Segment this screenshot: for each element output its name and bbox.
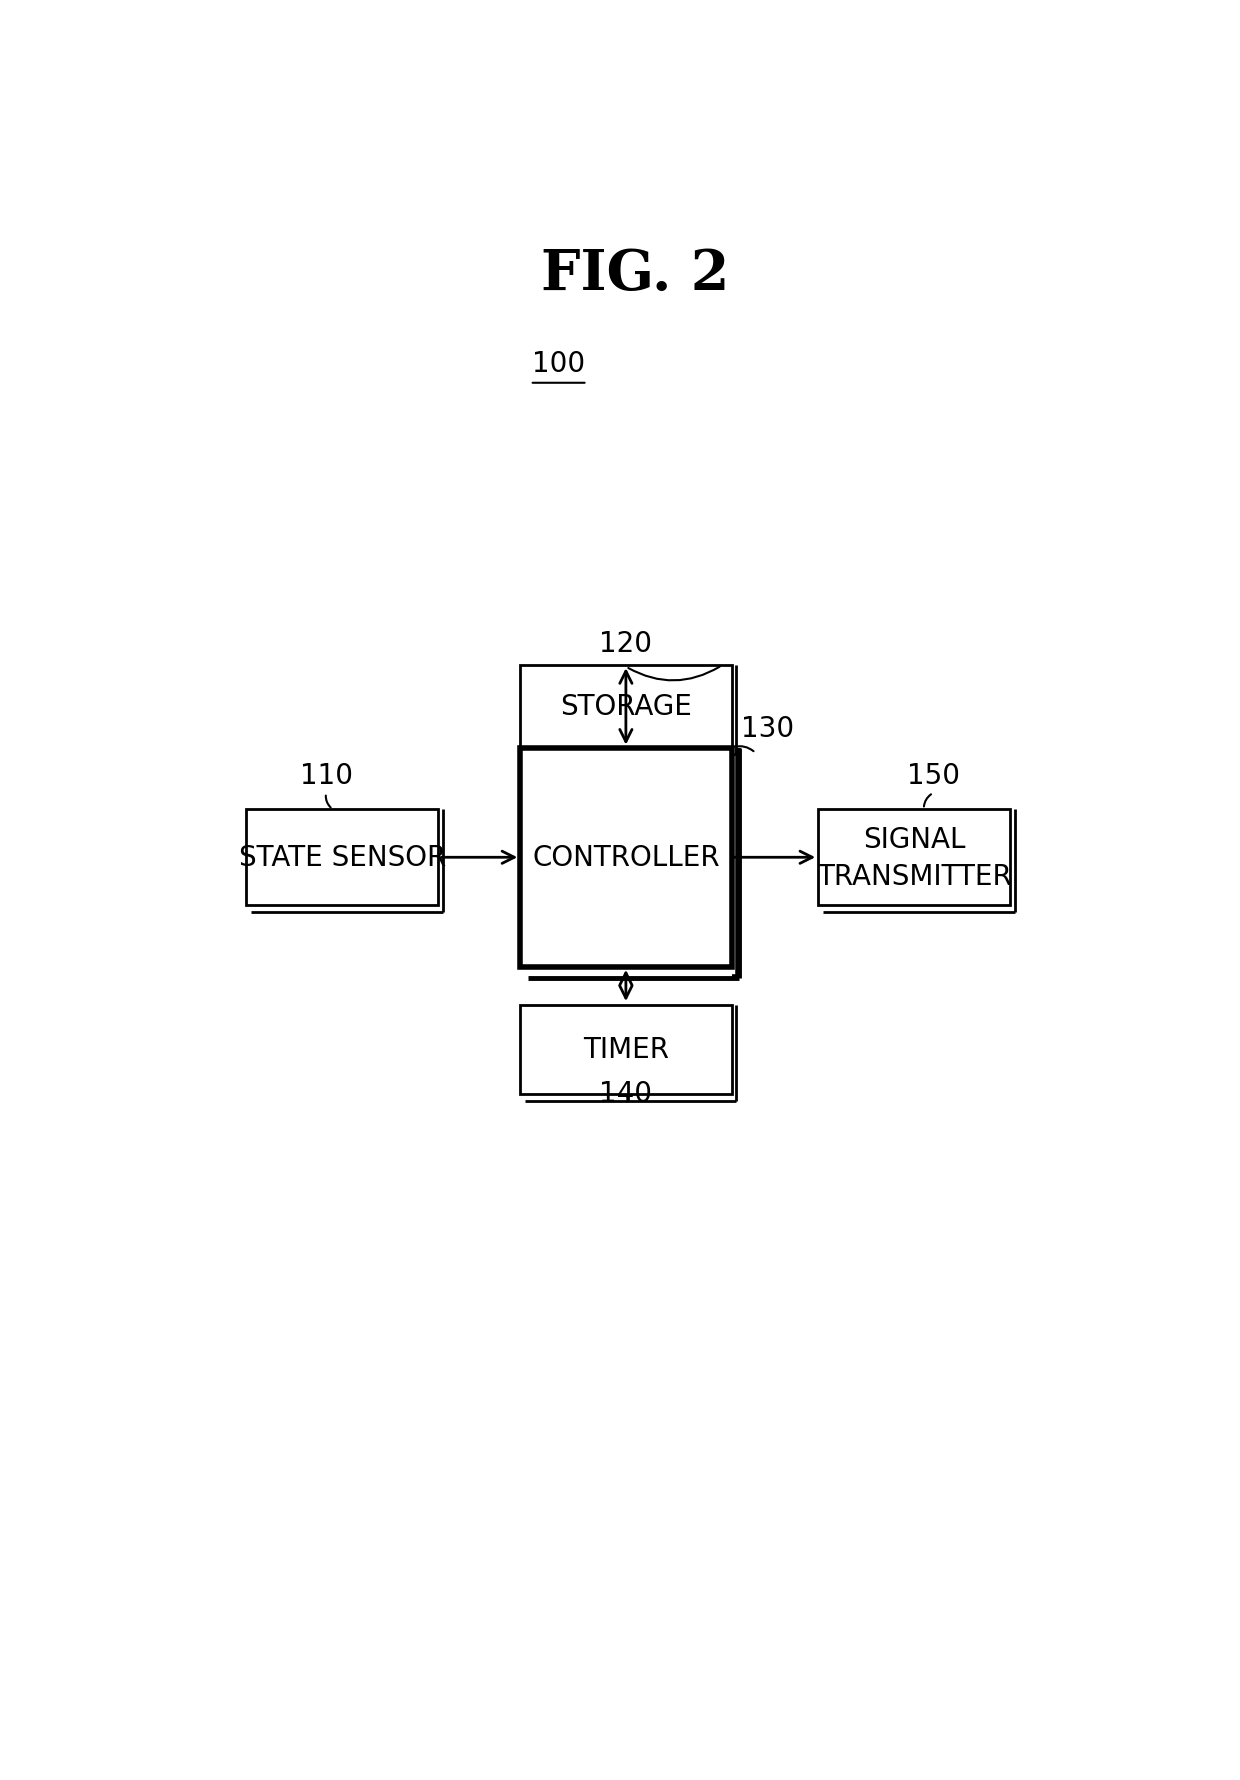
Text: TIMER: TIMER bbox=[583, 1036, 668, 1064]
Text: CONTROLLER: CONTROLLER bbox=[532, 844, 719, 872]
Bar bbox=[521, 666, 732, 748]
Text: STATE SENSOR: STATE SENSOR bbox=[239, 844, 446, 872]
Bar bbox=[521, 748, 732, 968]
Bar bbox=[818, 810, 1011, 906]
Text: STORAGE: STORAGE bbox=[560, 692, 692, 721]
Text: SIGNAL
TRANSMITTER: SIGNAL TRANSMITTER bbox=[817, 826, 1012, 890]
Text: 100: 100 bbox=[532, 351, 585, 377]
Text: 120: 120 bbox=[599, 630, 652, 657]
Bar bbox=[247, 810, 439, 906]
Text: 130: 130 bbox=[740, 714, 794, 742]
Text: 140: 140 bbox=[599, 1079, 652, 1107]
Text: 110: 110 bbox=[300, 762, 352, 789]
Bar bbox=[521, 1006, 732, 1095]
Text: FIG. 2: FIG. 2 bbox=[542, 246, 729, 301]
Text: 150: 150 bbox=[906, 762, 960, 789]
